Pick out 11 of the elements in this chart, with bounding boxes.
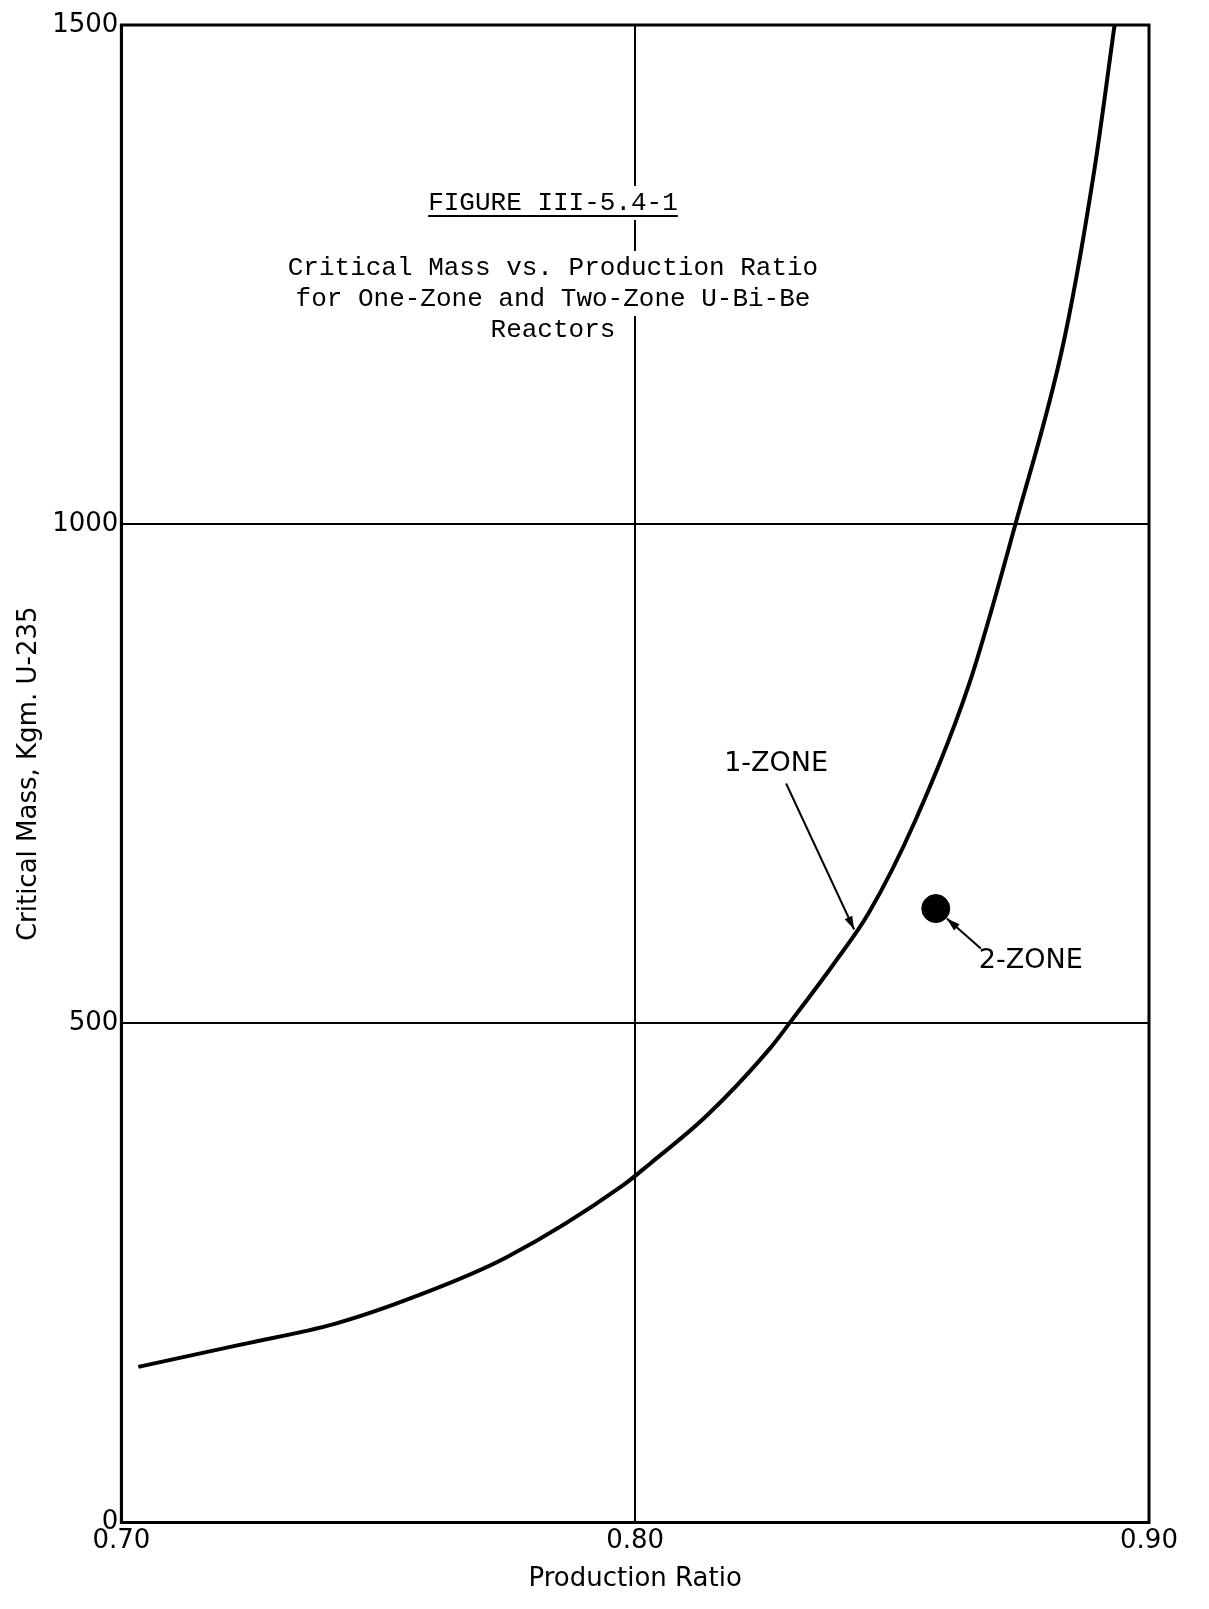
- annotation: 1-ZONE: [724, 745, 829, 777]
- text: Critical Mass vs. Production Ratio for One-Zone and Two-Zone U-Bi-Be Reactors: [287, 253, 819, 345]
- y-tick-label: 1500: [52, 7, 119, 38]
- annotation: 2-ZONE: [978, 942, 1083, 974]
- text: FIGURE III-5.4-1: [428, 188, 678, 218]
- y-tick-label: 500: [68, 1006, 119, 1037]
- y-tick-label: 1000: [52, 506, 119, 537]
- x-tick-label: 0.90: [1120, 1523, 1178, 1554]
- x-tick-label: 0.80: [606, 1523, 665, 1554]
- x-axis-title: Production Ratio: [528, 1562, 742, 1593]
- y-axis-title: Critical Mass, Kgm. U-235: [12, 606, 43, 942]
